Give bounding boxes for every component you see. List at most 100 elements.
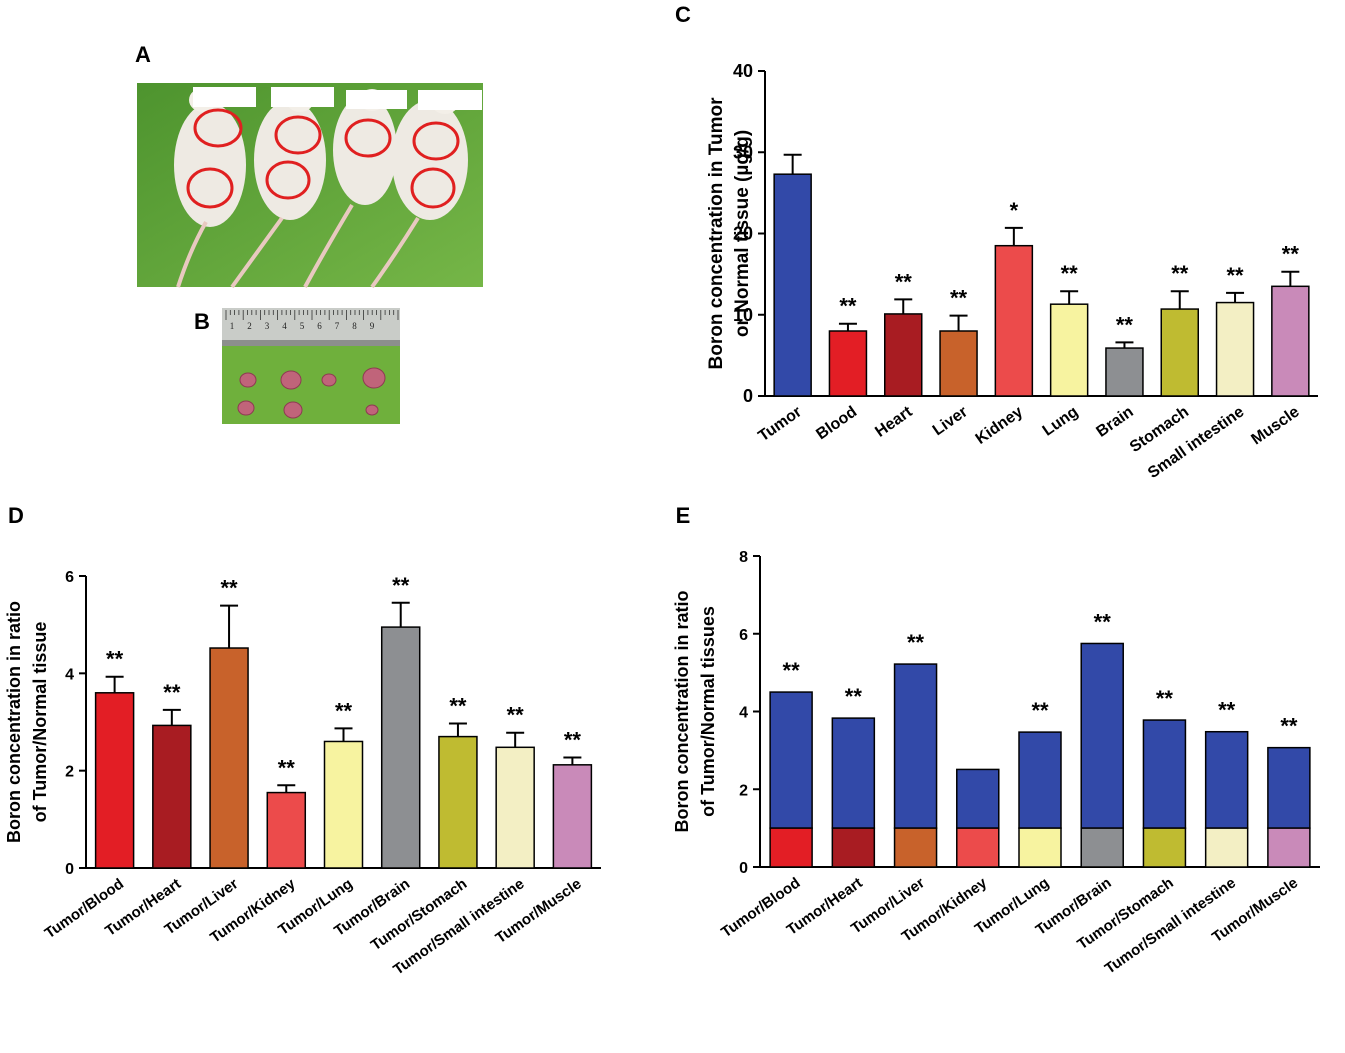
significance-marker: ** bbox=[507, 703, 525, 728]
label-block-3 bbox=[346, 90, 407, 109]
bar bbox=[1160, 308, 1199, 397]
tumor-circle bbox=[265, 160, 311, 200]
significance-marker: ** bbox=[1226, 263, 1244, 288]
significance-marker: ** bbox=[1094, 609, 1112, 634]
x-tick-label: Tumor bbox=[755, 403, 805, 445]
excised-tumor bbox=[280, 370, 302, 390]
mice-photo bbox=[137, 83, 483, 289]
bar bbox=[773, 173, 812, 397]
x-tick-label: Muscle bbox=[1248, 403, 1302, 448]
bar-tumor-segment bbox=[769, 691, 813, 829]
y-tick-label: 20 bbox=[733, 224, 753, 244]
significance-marker: ** bbox=[1282, 242, 1300, 267]
ruler-number: 8 bbox=[352, 321, 357, 331]
panel-label-d: D bbox=[8, 503, 24, 528]
ruler-number: 7 bbox=[335, 321, 340, 331]
bar-tumor-segment bbox=[956, 768, 1000, 829]
ruler-number: 3 bbox=[265, 321, 270, 331]
ruler-ticks bbox=[225, 310, 399, 320]
bar-normal-segment bbox=[893, 827, 938, 868]
y-tick-label: 2 bbox=[739, 782, 748, 799]
bar bbox=[94, 692, 135, 869]
bar bbox=[552, 764, 593, 869]
y-axis-label: of Tumor/Normal tissue bbox=[30, 622, 50, 823]
bar bbox=[884, 313, 923, 397]
y-axis-label: Boron concentration in ratio bbox=[672, 590, 692, 832]
significance-marker: ** bbox=[278, 755, 296, 780]
bar bbox=[438, 735, 478, 869]
tumor-circle bbox=[193, 108, 243, 148]
chart-c-boron-concentration: Boron concentration in Tumor or Normal ti… bbox=[706, 61, 1318, 482]
tumor-circle bbox=[186, 167, 234, 209]
bar bbox=[1215, 301, 1255, 397]
bar-normal-segment bbox=[956, 827, 1000, 868]
x-tick-label: Brain bbox=[1093, 403, 1136, 440]
bar bbox=[939, 330, 978, 397]
y-tick-label: 0 bbox=[65, 861, 74, 878]
bar bbox=[495, 746, 535, 869]
tumor-circle bbox=[410, 167, 456, 209]
ruler-number: 6 bbox=[317, 321, 322, 331]
ruler-number: 1 bbox=[230, 321, 235, 331]
significance-marker: ** bbox=[163, 680, 181, 705]
excised-tumor bbox=[321, 373, 337, 387]
y-tick-label: 10 bbox=[733, 305, 753, 325]
significance-marker: ** bbox=[783, 658, 801, 683]
bar-normal-segment bbox=[1204, 827, 1249, 868]
panel-label-b: B bbox=[194, 309, 210, 334]
bar bbox=[266, 791, 307, 869]
bar bbox=[994, 244, 1034, 397]
x-tick-label: Blood bbox=[813, 403, 860, 443]
bar-normal-segment bbox=[1018, 827, 1062, 868]
significance-marker: * bbox=[1010, 198, 1019, 223]
bar bbox=[209, 647, 249, 869]
ruler-number: 4 bbox=[282, 321, 287, 331]
y-tick-label: 30 bbox=[733, 142, 753, 162]
bar bbox=[1271, 285, 1310, 397]
ruler-edge bbox=[222, 340, 400, 346]
bar-tumor-segment bbox=[1267, 746, 1311, 829]
significance-marker: ** bbox=[449, 693, 467, 718]
x-tick-label: Lung bbox=[1040, 403, 1082, 439]
bar bbox=[1105, 347, 1144, 397]
y-tick-label: 2 bbox=[65, 764, 74, 781]
significance-marker: ** bbox=[1280, 714, 1298, 739]
label-block-4 bbox=[418, 90, 482, 110]
bar-tumor-segment bbox=[1080, 642, 1124, 829]
y-axis-label: Boron concentration in ratio bbox=[4, 601, 24, 843]
bar-normal-segment bbox=[1142, 827, 1187, 868]
x-tick-label: Heart bbox=[872, 403, 916, 441]
bar-normal-segment bbox=[769, 827, 813, 868]
y-axis-label: or Normal tissue (µg/g) bbox=[732, 130, 753, 337]
excised-tumor bbox=[237, 400, 255, 416]
bar bbox=[1049, 303, 1089, 397]
bar bbox=[152, 724, 192, 869]
tumors-photo: 1 2 3 4 5 6 7 8 9 bbox=[222, 308, 400, 424]
bar-tumor-segment bbox=[831, 717, 876, 829]
chart-d-ratio: Boron concentration in ratio of Tumor/Nor… bbox=[4, 569, 601, 979]
label-block-1 bbox=[193, 87, 256, 107]
bar bbox=[380, 626, 421, 869]
y-tick-label: 6 bbox=[65, 569, 74, 586]
bar-tumor-segment bbox=[1018, 731, 1062, 829]
ruler-number: 9 bbox=[370, 321, 375, 331]
significance-marker: ** bbox=[564, 728, 582, 753]
panel-label-a: A bbox=[135, 42, 151, 67]
tumor-circle bbox=[412, 121, 460, 161]
x-tick-label: Tumor/Stomach bbox=[368, 875, 470, 954]
excised-tumor bbox=[239, 372, 257, 388]
ruler-number: 5 bbox=[300, 321, 305, 331]
y-tick-label: 0 bbox=[743, 386, 753, 406]
chart-e-stacked-ratio: Boron concentration in ratio of Tumor/Nor… bbox=[672, 549, 1320, 978]
bar bbox=[828, 330, 868, 397]
bar-tumor-segment bbox=[893, 663, 938, 829]
ruler-number: 2 bbox=[247, 321, 252, 331]
bar-tumor-segment bbox=[1142, 719, 1187, 829]
y-axis-label: Boron concentration in Tumor bbox=[706, 97, 727, 370]
significance-marker: ** bbox=[895, 269, 913, 294]
panel-label-e: E bbox=[676, 503, 691, 528]
label-block-2 bbox=[271, 87, 334, 107]
significance-marker: ** bbox=[1156, 686, 1174, 711]
x-tick-label: Liver bbox=[930, 403, 971, 439]
